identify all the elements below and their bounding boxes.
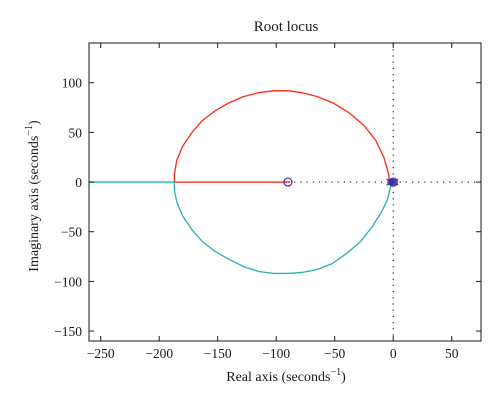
chart-title: Root locus (254, 19, 319, 35)
locus-branch-1 (173, 90, 391, 183)
plot-area (89, 43, 481, 341)
y-axis-label-exponent: −1 (24, 125, 35, 136)
y-tick-label: −100 (54, 274, 82, 289)
x-tick-label: −200 (145, 346, 173, 361)
y-tick-label: 50 (69, 125, 83, 140)
x-tick-label: 0 (390, 346, 397, 361)
x-axis-label: Real axis (seconds−1) (226, 367, 346, 385)
y-tick-label: −50 (61, 225, 82, 240)
y-axis-ticks: 100 50 0 −50 −100 −150 (54, 76, 481, 339)
y-tick-label: 0 (75, 175, 82, 190)
plot-frame (88, 42, 482, 342)
y-tick-label: 100 (62, 76, 83, 91)
x-tick-label: −100 (262, 346, 290, 361)
x-axis-label-exponent: −1 (330, 367, 341, 378)
zero-marker (283, 177, 293, 187)
pole-marker (391, 178, 399, 186)
y-axis-label: Imaginary axis (seconds−1) (24, 120, 42, 272)
y-tick-label: −150 (54, 324, 82, 339)
locus-branch-2 (89, 181, 393, 275)
x-tick-label: 50 (445, 346, 459, 361)
x-tick-label: −250 (87, 346, 115, 361)
x-axis-ticks: −250 −200 −150 −100 −50 0 50 (87, 43, 459, 361)
x-tick-label: −50 (324, 346, 345, 361)
pole-marker (389, 178, 397, 186)
x-tick-label: −150 (204, 346, 232, 361)
